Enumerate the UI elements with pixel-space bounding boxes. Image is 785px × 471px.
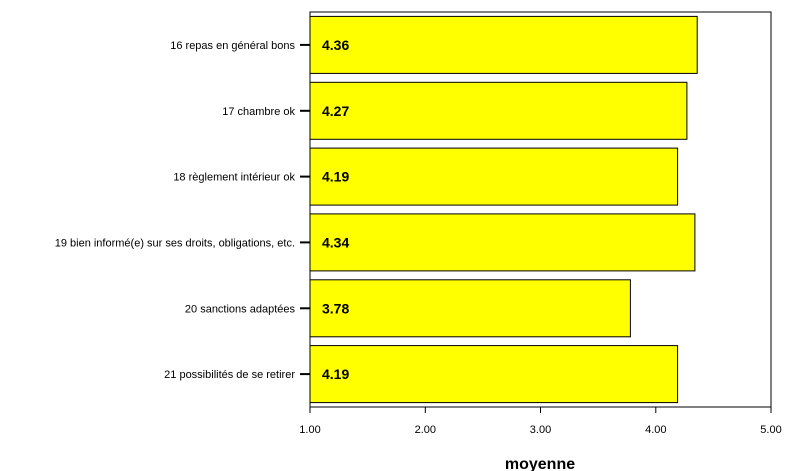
x-axis: 1.00 2.00 3.00 4.00 5.00: [299, 407, 782, 436]
category-label: 18 règlement intérieur ok: [173, 172, 295, 184]
x-tick-label: 1.00: [299, 424, 320, 436]
bar: [309, 213, 696, 272]
category-label: 17 chambre ok: [222, 106, 295, 118]
x-axis-title: moyenne: [505, 456, 575, 471]
x-tick-label: 2.00: [415, 424, 436, 436]
category-label: 20 sanctions adaptées: [185, 303, 296, 315]
data-label: 3.78: [322, 300, 349, 316]
data-label: 4.27: [322, 103, 349, 119]
bar: [309, 279, 631, 338]
bar: [309, 345, 679, 404]
category-label: 19 bien informé(e) sur ses droits, oblig…: [55, 237, 295, 249]
category-label: 21 possibilités de se retirer: [164, 369, 295, 381]
y-axis: 16 repas en général bons 17 chambre ok 18 …: [55, 40, 310, 381]
bar: [309, 147, 679, 206]
data-label: 4.19: [322, 366, 349, 382]
x-tick-label: 5.00: [760, 424, 781, 436]
plot-area: [309, 11, 772, 408]
bar: [309, 81, 688, 140]
x-tick-label: 3.00: [530, 424, 551, 436]
data-label: 4.36: [322, 37, 349, 53]
data-label: 4.19: [322, 169, 349, 185]
bar: [309, 15, 698, 74]
category-label: 16 repas en général bons: [170, 40, 295, 52]
data-label: 4.34: [322, 234, 349, 250]
x-tick-label: 4.00: [645, 424, 666, 436]
bars-group: 4.36 4.27 4.19 4.34 3.78 4.19: [309, 15, 698, 404]
